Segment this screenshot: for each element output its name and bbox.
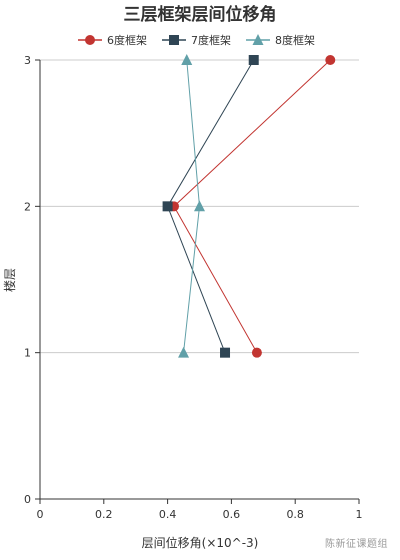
y-axis-label: 楼层 bbox=[2, 268, 17, 292]
chart-title: 三层框架层间位移角 bbox=[124, 4, 277, 25]
x-tick-label-1: 0.2 bbox=[95, 508, 113, 521]
y-tick-label-0: 0 bbox=[24, 493, 31, 506]
legend-marker-2 bbox=[169, 35, 179, 45]
y-tick-label-1: 1 bbox=[24, 347, 31, 360]
data-point-2-1 bbox=[220, 347, 231, 358]
x-tick-label-4: 0.8 bbox=[286, 508, 304, 521]
legend-item-1[interactable]: 6度框架 bbox=[78, 33, 147, 47]
data-point-3-3 bbox=[181, 54, 193, 65]
series-3 bbox=[178, 54, 205, 358]
y-tick-label-3: 3 bbox=[24, 54, 31, 67]
x-tick-label-0: 0 bbox=[37, 508, 44, 521]
x-tick-label-2: 0.4 bbox=[159, 508, 177, 521]
data-point-3-2 bbox=[194, 200, 205, 212]
series-group bbox=[162, 54, 336, 358]
data-point-1-3 bbox=[325, 55, 336, 65]
legend-marker-3 bbox=[252, 34, 264, 45]
series-2 bbox=[162, 55, 259, 358]
data-point-3-1 bbox=[178, 346, 190, 358]
legend-label-1: 6度框架 bbox=[107, 33, 147, 47]
data-point-1-1 bbox=[251, 347, 262, 358]
x-tick-label-5: 1 bbox=[356, 508, 363, 521]
legend-label-3: 8度框架 bbox=[275, 33, 315, 47]
legend-item-3[interactable]: 8度框架 bbox=[246, 33, 315, 47]
legend-marker-1 bbox=[85, 35, 95, 45]
axes: 0 1 2 3 0 0.2 0.4 0.6 0.8 1 bbox=[24, 54, 363, 521]
legend[interactable]: 6度框架 7度框架 8度框架 bbox=[78, 33, 315, 47]
data-point-2-3 bbox=[248, 55, 259, 65]
legend-item-2[interactable]: 7度框架 bbox=[162, 33, 231, 47]
legend-label-2: 7度框架 bbox=[191, 33, 231, 47]
x-axis-label: 层间位移角(×10^-3) bbox=[142, 535, 259, 550]
watermark: 陈新征课题组 bbox=[325, 539, 388, 550]
data-point-2-2 bbox=[162, 201, 173, 212]
y-tick-label-2: 2 bbox=[24, 200, 31, 213]
x-tick-label-3: 0.6 bbox=[223, 508, 241, 521]
